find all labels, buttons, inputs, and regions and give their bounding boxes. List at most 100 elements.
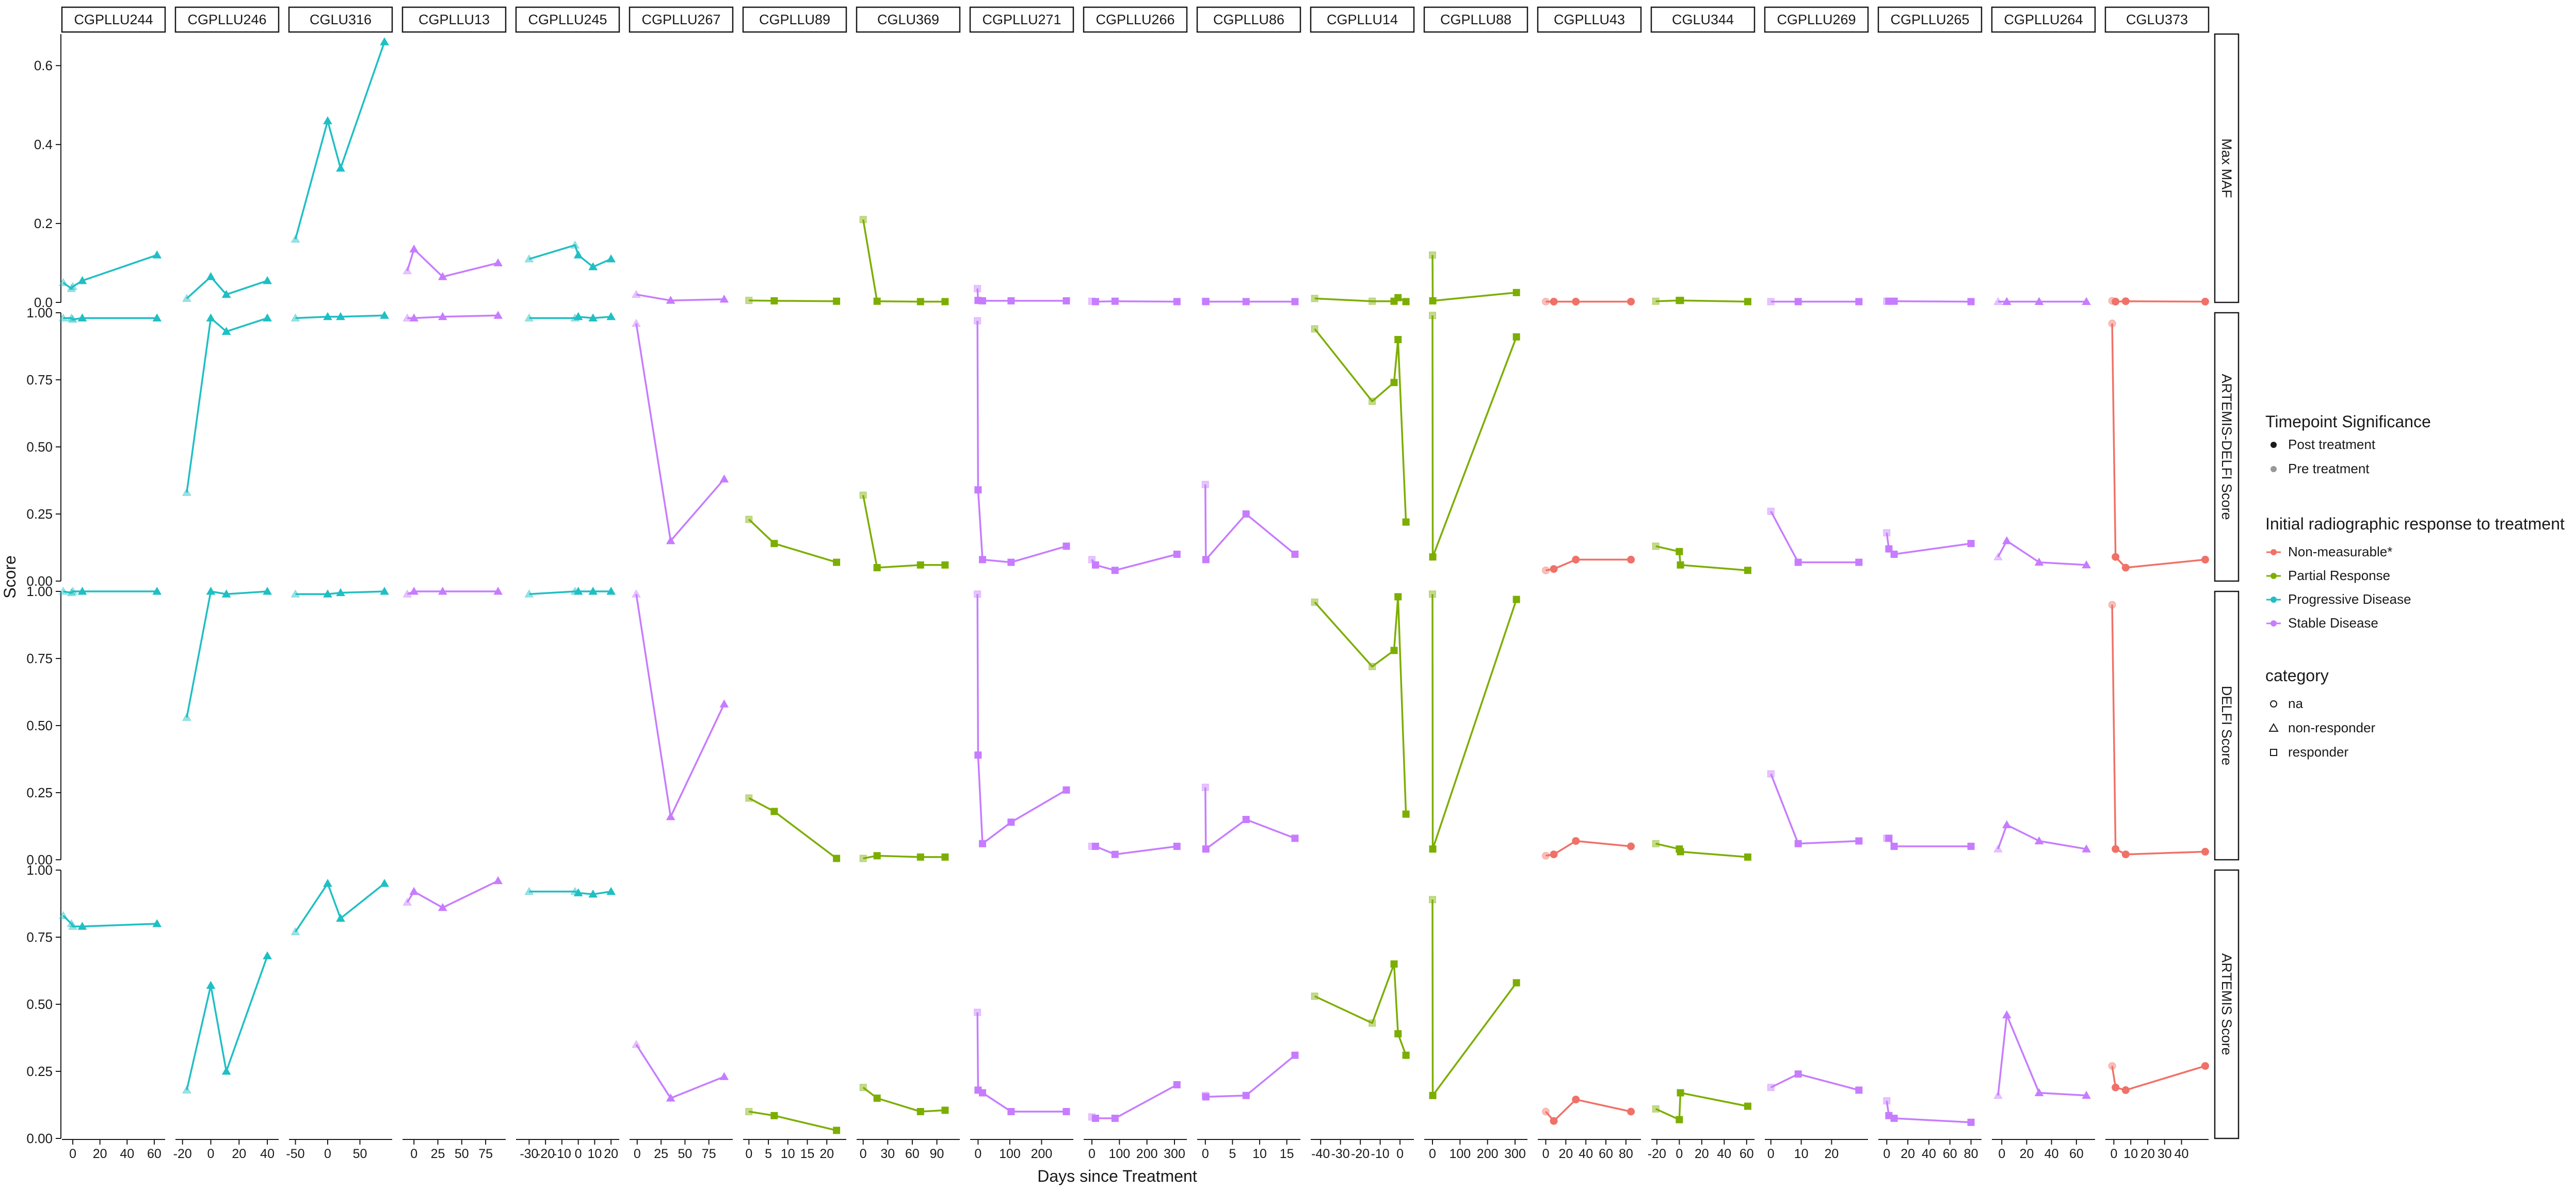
data-point xyxy=(1062,786,1070,794)
data-point xyxy=(1744,1102,1751,1110)
x-tick-label: 40 xyxy=(2175,1147,2189,1161)
data-point xyxy=(438,272,447,280)
data-point xyxy=(1572,555,1580,564)
series-line xyxy=(635,593,725,818)
x-tick-label: 60 xyxy=(1943,1147,1957,1161)
series-line xyxy=(1091,300,1177,303)
y-tick-label: 0.00 xyxy=(26,852,53,867)
row-strip-label: ARTEMIS Score xyxy=(2219,953,2234,1055)
x-axis-title: Days since Treatment xyxy=(1037,1167,1197,1185)
x-tick-label: 40 xyxy=(1922,1147,1936,1161)
data-point xyxy=(873,1095,881,1102)
data-point xyxy=(1512,333,1520,341)
x-tick-label: 100 xyxy=(1108,1147,1130,1161)
y-tick-label: 0.00 xyxy=(26,1131,53,1146)
data-point xyxy=(979,297,986,304)
data-point xyxy=(833,558,841,566)
data-point xyxy=(833,297,841,305)
data-point xyxy=(1512,288,1520,296)
data-point xyxy=(409,586,419,595)
data-point xyxy=(1291,298,1299,306)
data-point xyxy=(2108,601,2116,609)
data-point xyxy=(1890,551,1898,558)
data-point xyxy=(1550,1117,1558,1125)
x-tick-label: 0 xyxy=(860,1147,867,1161)
data-point xyxy=(1173,298,1181,306)
data-point xyxy=(1369,663,1376,670)
series-line xyxy=(1887,837,1971,847)
data-point xyxy=(770,1112,778,1119)
x-tick-label: 20 xyxy=(2140,1147,2155,1161)
data-point xyxy=(1402,1051,1410,1059)
x-tick-label: 60 xyxy=(1740,1147,1754,1161)
data-point xyxy=(1572,297,1580,306)
x-tick-label: 5 xyxy=(1229,1147,1236,1161)
data-point xyxy=(67,919,76,927)
data-point xyxy=(1091,561,1099,569)
y-tick-label: 1.00 xyxy=(26,305,53,320)
series-line xyxy=(1092,845,1178,856)
data-point xyxy=(859,216,867,223)
series-line xyxy=(1655,545,1748,571)
series-line xyxy=(749,299,837,302)
data-point xyxy=(1542,297,1550,306)
series-line xyxy=(862,219,945,303)
x-tick-label: 0 xyxy=(324,1147,331,1161)
x-tick-label: 20 xyxy=(93,1147,107,1161)
data-point xyxy=(974,486,982,494)
x-tick-label: 200 xyxy=(1031,1147,1053,1161)
data-point xyxy=(1311,598,1318,606)
data-point xyxy=(68,282,77,290)
data-point xyxy=(1885,545,1893,553)
data-point xyxy=(1512,596,1520,603)
series-line xyxy=(976,288,1067,302)
x-tick-label: 50 xyxy=(455,1147,469,1161)
data-point xyxy=(606,312,616,320)
data-point xyxy=(1369,397,1376,405)
series-line xyxy=(63,317,157,320)
series-line xyxy=(186,590,268,718)
x-tick-label: 75 xyxy=(478,1147,493,1161)
facet-strip-label: CGPLLU267 xyxy=(641,12,720,27)
x-tick-label: 40 xyxy=(120,1147,134,1161)
data-point xyxy=(1993,844,2003,853)
data-point xyxy=(58,278,68,286)
data-point xyxy=(336,913,345,922)
x-tick-label: 10 xyxy=(2123,1147,2138,1161)
data-point xyxy=(67,313,76,322)
row-strip-label: Max MAF xyxy=(2219,138,2234,198)
legend-title-timepoint: Timepoint Significance xyxy=(2265,412,2431,431)
panel-CGLU344 xyxy=(1652,297,1751,1123)
data-point xyxy=(1627,297,1635,306)
data-point xyxy=(1091,298,1099,306)
data-point xyxy=(606,586,616,595)
y-tick-label: 0.75 xyxy=(26,372,53,388)
series-line xyxy=(1545,1098,1631,1122)
data-point xyxy=(1202,556,1210,564)
data-point xyxy=(1676,1116,1683,1123)
data-point xyxy=(323,116,332,124)
series-line xyxy=(748,519,837,564)
data-point xyxy=(573,888,583,896)
data-point xyxy=(1429,845,1437,853)
data-point xyxy=(58,911,68,919)
data-point xyxy=(58,586,68,595)
data-point xyxy=(1572,1096,1580,1104)
y-tick-label: 0.2 xyxy=(34,216,53,231)
data-point xyxy=(1242,298,1250,306)
facet-strip xyxy=(1196,6,1301,33)
x-tick-label: 0 xyxy=(1088,1147,1096,1161)
data-point xyxy=(941,853,949,861)
series-line xyxy=(295,590,385,595)
y-tick-label: 0.25 xyxy=(26,785,53,800)
facet-strip xyxy=(1537,6,1642,33)
y-tick-label: 0.75 xyxy=(26,929,53,945)
data-point xyxy=(524,589,534,598)
x-tick-label: 200 xyxy=(1477,1147,1499,1161)
facet-strip xyxy=(174,6,280,33)
data-point xyxy=(1201,480,1209,488)
data-point xyxy=(1111,297,1119,305)
data-point xyxy=(770,540,778,548)
facet-strip xyxy=(61,6,166,33)
legend-key xyxy=(2270,749,2277,756)
